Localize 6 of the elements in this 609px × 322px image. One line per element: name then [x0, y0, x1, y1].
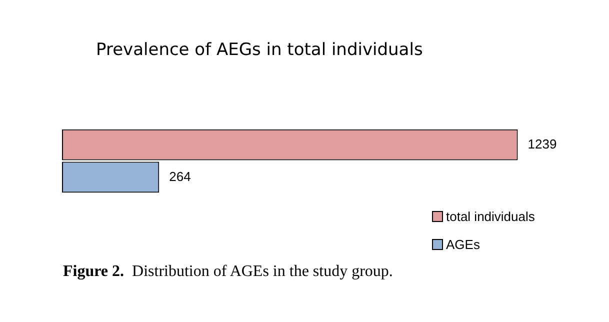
legend-label: total individuals — [446, 208, 535, 224]
data-label: 1239 — [528, 136, 557, 152]
chart-title: Prevalence of AEGs in total individuals — [96, 40, 423, 60]
legend-label: AGEs — [446, 236, 480, 252]
data-label: 264 — [169, 168, 191, 184]
caption: Figure 2. Distribution of AGEs in the study group. — [63, 263, 393, 281]
